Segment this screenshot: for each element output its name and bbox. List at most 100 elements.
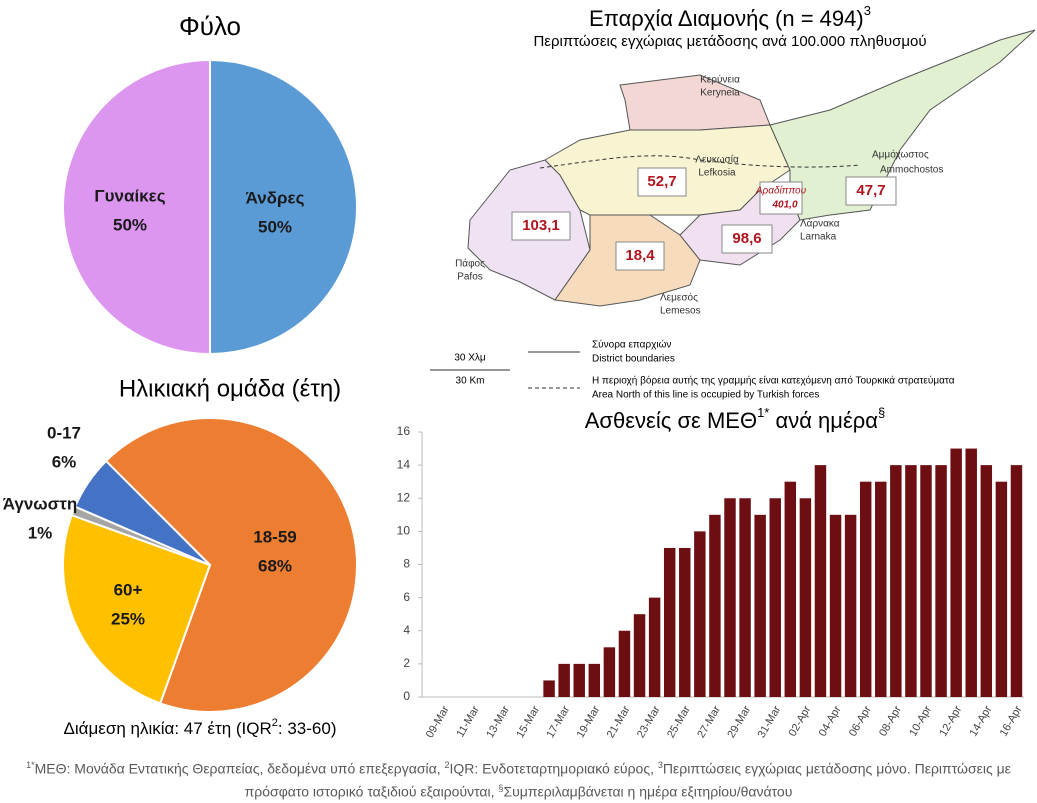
bar xyxy=(784,481,797,697)
bar xyxy=(543,680,555,697)
x-tick-label: 23-Mar xyxy=(635,704,663,740)
title-sup: § xyxy=(878,405,885,420)
x-tick-label: 08-Apr xyxy=(877,704,904,739)
rate: 18,4 xyxy=(625,247,655,264)
slice-category: 18-59 xyxy=(253,527,296,546)
y-tick-label: 8 xyxy=(403,557,410,571)
slice-category: 0-17 xyxy=(47,423,81,442)
pie-slice xyxy=(62,58,211,356)
bar xyxy=(724,498,736,697)
occupied-gr: Η περιοχή βόρεια αυτής της γραμμής είναι… xyxy=(592,375,955,387)
bar xyxy=(618,630,631,697)
footnote-text: ΜΕΘ: Μονάδα Εντατικής Θεραπείας, δεδομέν… xyxy=(34,760,445,777)
chart-note: Διάμεση ηλικία: 47 έτη (IQR2: 33-60) xyxy=(64,717,337,739)
x-tick-label: 31-Mar xyxy=(756,704,784,740)
scale-en: 30 Km xyxy=(456,376,485,387)
bar xyxy=(739,498,751,697)
rate-box xyxy=(721,224,773,254)
map-title: Επαρχία Διαμονής (n = 494)3 xyxy=(589,3,871,30)
place-gr: Λευκωσία xyxy=(695,154,739,166)
bar xyxy=(890,465,902,697)
bar xyxy=(573,663,585,697)
rate-box xyxy=(637,167,687,197)
place-en: Lemesos xyxy=(660,306,701,317)
x-tick-label: 12-Apr xyxy=(937,704,964,739)
bar xyxy=(694,531,706,697)
bar xyxy=(829,514,842,697)
bar xyxy=(588,663,601,697)
pie-slice xyxy=(104,417,358,713)
footnote-sup: 1* xyxy=(26,760,35,770)
pie-slice xyxy=(209,58,358,356)
x-tick-label: 19-Mar xyxy=(575,704,603,740)
bar xyxy=(814,465,827,697)
slice-value-label: 50% xyxy=(113,215,147,234)
bar xyxy=(754,514,766,697)
hotspot-box xyxy=(759,181,803,215)
footnote-text: Συμπεριλαμβάνεται η ημέρα εξιτηρίου/θανά… xyxy=(503,783,793,800)
x-tick-label: 25-Mar xyxy=(665,704,693,740)
y-tick-label: 0 xyxy=(403,689,410,703)
scale-gr: 30 Χλμ xyxy=(454,353,486,364)
bar xyxy=(935,465,947,697)
map-title-sup: 3 xyxy=(864,3,871,18)
footnote-sup: § xyxy=(498,782,504,793)
y-tick-label: 12 xyxy=(397,490,411,504)
slice-category: Άγνωστη xyxy=(3,494,78,513)
rate: 47,7 xyxy=(856,182,885,199)
y-tick-label: 2 xyxy=(403,656,410,670)
slice-category: Άνδρες xyxy=(246,188,305,207)
footnote-text: IQR: Ενδοτεταρτημοριακό εύρος, xyxy=(449,760,658,777)
x-tick-label: 06-Apr xyxy=(847,704,874,739)
slice-category: 60+ xyxy=(114,580,143,599)
place-en: Ammochostos xyxy=(880,165,943,176)
green-line xyxy=(539,155,861,169)
place-en: Pafos xyxy=(457,272,483,283)
footnote: 1*ΜΕΘ: Μονάδα Εντατικής Θεραπείας, δεδομ… xyxy=(20,756,1017,801)
x-tick-label: 29-Mar xyxy=(725,704,753,740)
rate: 52,7 xyxy=(647,173,676,190)
bar xyxy=(980,465,993,697)
map-subtitle: Περιπτώσεις εγχώριας μετάδοσης ανά 100.0… xyxy=(533,33,926,50)
x-tick-label: 15-Mar xyxy=(514,704,542,740)
y-tick-label: 14 xyxy=(397,457,411,471)
bar xyxy=(844,514,857,697)
hotspot-name: Αραδίππου xyxy=(755,185,807,197)
chart-title: Ηλικιακή ομάδα (έτη) xyxy=(119,375,341,402)
slice-value-label: 25% xyxy=(111,609,145,628)
map: Επαρχία Διαμονής (n = 494)3 Περιπτώσεις … xyxy=(430,3,1036,401)
place-labels: Κερύνεια Keryneia Λευκωσία Lefkosia Αμμό… xyxy=(455,74,943,317)
y-tick-label: 4 xyxy=(403,623,410,637)
pie-slice xyxy=(62,513,212,705)
title-text: ανά ημέρα xyxy=(769,408,878,433)
bar xyxy=(663,547,676,697)
place-gr: Λάρνακα xyxy=(800,218,840,230)
place-en: Keryneia xyxy=(700,88,740,99)
rate: 103,1 xyxy=(522,217,560,234)
district-ammochostos xyxy=(769,29,1036,221)
occupied-en: Area North of this line is occupied by T… xyxy=(592,390,819,401)
place-gr: Κερύνεια xyxy=(700,74,740,86)
x-tick-label: 11-Mar xyxy=(454,704,482,740)
rate-box xyxy=(511,211,571,241)
bar xyxy=(633,614,646,697)
slice-value-label: 1% xyxy=(28,523,53,542)
boundary-gr: Σύνορα επαρχιών xyxy=(592,339,671,351)
note-sup: 2 xyxy=(272,717,278,729)
bar xyxy=(875,481,887,697)
districts xyxy=(467,29,1036,307)
x-tick-label: 13-Mar xyxy=(484,704,512,740)
footnote-text: Περιπτώσεις εγχώριας μετάδοσης μόνο. Περ… xyxy=(244,760,1011,800)
slice-value-label: 68% xyxy=(258,556,292,575)
rate-boxes xyxy=(511,167,897,271)
boundary-en: District boundaries xyxy=(592,354,675,365)
slice-category: Γυναίκες xyxy=(94,186,165,205)
note-text: Διάμεση ηλικία: 47 έτη (IQR xyxy=(64,719,272,738)
rate: 98,6 xyxy=(732,230,761,247)
footnote-sup: 2 xyxy=(444,760,450,770)
slice-value-label: 6% xyxy=(52,452,77,471)
title-text: Ασθενείς σε ΜΕΘ xyxy=(585,408,757,433)
title-sup: 1* xyxy=(757,405,769,420)
y-tick-label: 16 xyxy=(397,424,411,438)
